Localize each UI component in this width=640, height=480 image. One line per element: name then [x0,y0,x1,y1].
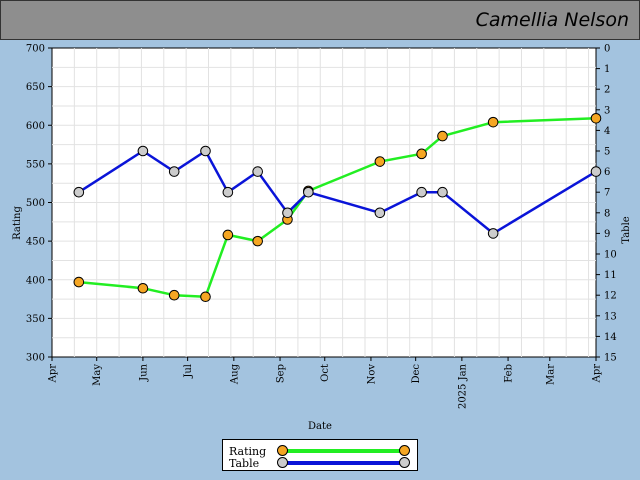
x-tick-label: Apr [592,364,603,384]
y2-tick-label: 5 [604,147,610,158]
y2-tick-label: 1 [604,64,610,75]
y2-tick-label: 12 [604,291,617,302]
data-point-rating [437,130,448,142]
x-tick-label: 2025 Jan [457,363,468,409]
y-tick-label: 600 [26,121,45,132]
y2-axis-label: Table [621,216,632,243]
series [73,112,602,303]
data-point-rating [416,148,427,160]
x-tick-label: Feb [504,364,515,383]
data-point-rating [487,116,499,128]
x-tick-label: Oct [320,364,331,382]
y-tick-label: 450 [26,237,45,248]
legend: Rating Table [222,439,418,471]
data-point-table [416,186,427,198]
legend-marker-rating-end [399,445,410,456]
y-tick-label: 700 [26,44,45,55]
data-point-table [168,166,180,177]
y-tick-label: 500 [26,198,45,209]
legend-label-table: Table [229,457,260,470]
x-tick-label: May [92,364,103,386]
data-point-rating [374,156,386,167]
data-point-rating [252,235,263,247]
data-point-table [282,207,293,219]
y2-tick-label: 0 [604,44,610,55]
x-tick-label: Sep [276,364,287,383]
title-bar: Camellia Nelson [0,0,640,40]
data-point-rating [200,291,211,303]
data-point-table [590,166,602,177]
x-tick-label: Jun [138,363,149,381]
y-tick-label: 300 [26,353,45,364]
legend-marker-rating-start [277,445,288,456]
y-tick-label: 350 [26,314,45,325]
data-point-table [73,186,85,198]
y2-tick-label: 6 [604,167,610,178]
data-point-table [303,186,314,198]
data-point-rating [222,229,234,241]
y2-tick-label: 8 [604,208,610,219]
data-point-rating [73,276,85,288]
legend-marker-table-end [399,457,410,468]
y2-tick-label: 11 [604,270,617,281]
y2-tick-label: 14 [604,332,617,343]
x-tick-label: Apr [48,364,59,384]
data-point-table [252,166,263,177]
y-tick-label: 400 [26,275,45,286]
legend-label-rating: Rating [229,445,267,458]
data-point-table [222,186,234,198]
y2-tick-label: 2 [604,85,610,96]
data-point-table [487,228,499,239]
y-axis-label: Rating [12,206,23,240]
x-tick-label: Jul [183,364,194,379]
y2-tick-label: 13 [604,311,617,322]
data-point-table [137,145,149,157]
y2-tick-label: 15 [604,353,617,364]
y2-tick-label: 3 [604,105,610,116]
x-tick-label: Mar [545,364,556,385]
data-point-table [374,207,386,219]
data-point-rating [137,282,149,294]
data-point-table [437,186,448,198]
x-tick-label: Nov [366,364,377,385]
x-axis-label: Date [308,421,332,432]
x-tick-label: Aug [229,363,240,385]
y-tick-label: 550 [26,159,45,170]
legend-line-table [281,461,403,465]
y2-tick-label: 9 [604,229,610,240]
x-tick-label: Dec [411,364,422,384]
chart-title: Camellia Nelson [475,9,629,31]
data-point-rating [168,289,180,301]
y2-tick-label: 4 [604,126,610,137]
legend-line-rating [281,449,403,453]
data-point-table [200,145,211,157]
data-point-rating [590,112,602,124]
legend-marker-table-start [277,457,288,468]
y2-tick-label: 10 [604,250,617,261]
y-tick-label: 650 [26,82,45,93]
y2-tick-label: 7 [604,188,610,199]
